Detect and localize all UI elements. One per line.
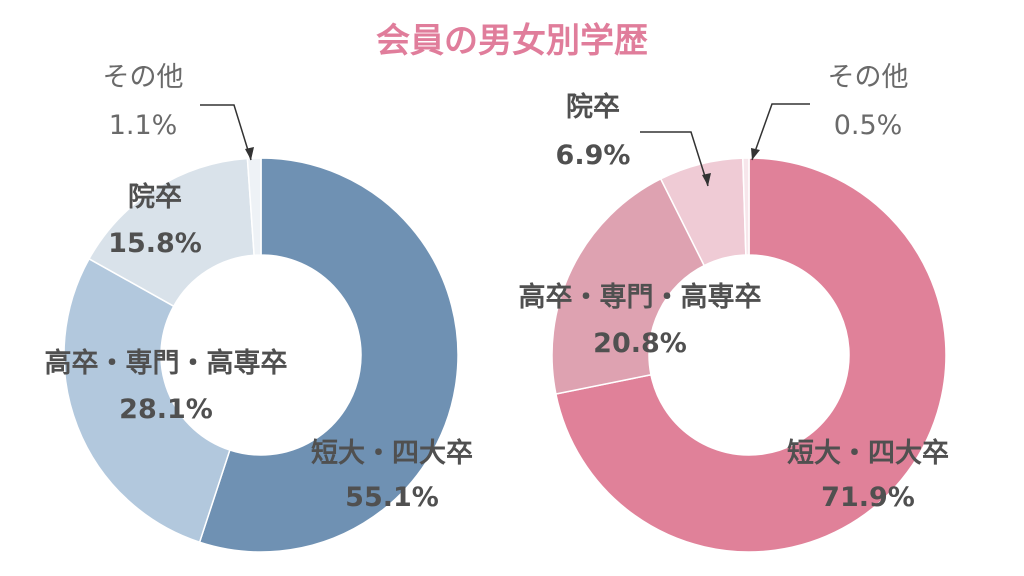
label-right-graduate: 院卒 6.9% <box>556 91 711 187</box>
label-value: 28.1% <box>119 394 213 425</box>
label-value: 0.5% <box>834 110 903 141</box>
label-left-bachelor: 短大・四大卒 55.1% <box>311 437 473 513</box>
label-name: 短大・四大卒 <box>787 437 949 469</box>
label-right-bachelor: 短大・四大卒 71.9% <box>787 437 949 513</box>
donut-slice-highschool <box>63 257 231 544</box>
chart-title: 会員の男女別学歴 <box>376 21 648 61</box>
donut-slice-bachelor <box>198 157 459 553</box>
label-name: 短大・四大卒 <box>311 437 473 469</box>
label-value: 20.8% <box>593 328 687 359</box>
donut-slice-bachelor <box>555 157 947 553</box>
label-value: 6.9% <box>556 140 631 171</box>
donut-slice-highschool <box>551 177 706 395</box>
leader-arrowhead <box>245 147 254 160</box>
label-name: その他 <box>828 62 909 93</box>
label-name: 院卒 <box>128 181 182 213</box>
label-left-graduate: 院卒 15.8% <box>108 181 202 259</box>
label-value: 15.8% <box>108 228 202 259</box>
label-right-other: その他 0.5% <box>751 62 909 161</box>
label-left-other: その他 1.1% <box>103 62 254 161</box>
leader-line-left-other <box>200 104 252 161</box>
leader-arrowhead <box>702 173 711 186</box>
label-name: 院卒 <box>566 91 620 123</box>
label-name: 高卒・専門・高専卒 <box>45 347 288 379</box>
donut-chart-left <box>63 157 459 553</box>
label-name: 高卒・専門・高専卒 <box>519 281 762 313</box>
label-name: その他 <box>103 62 184 93</box>
label-value: 55.1% <box>345 482 439 513</box>
label-value: 71.9% <box>821 482 915 513</box>
donut-slice-graduate <box>88 157 255 308</box>
leader-line-right-other <box>751 103 810 161</box>
label-right-highschool: 高卒・専門・高専卒 20.8% <box>519 281 762 359</box>
label-left-highschool: 高卒・専門・高専卒 28.1% <box>45 347 288 425</box>
leader-line-right-graduate <box>640 131 709 187</box>
donut-slice-other <box>246 157 262 257</box>
donut-slice-other <box>742 157 750 256</box>
label-value: 1.1% <box>109 110 178 141</box>
donut-chart-right <box>551 157 947 553</box>
leader-arrowhead <box>751 148 760 160</box>
